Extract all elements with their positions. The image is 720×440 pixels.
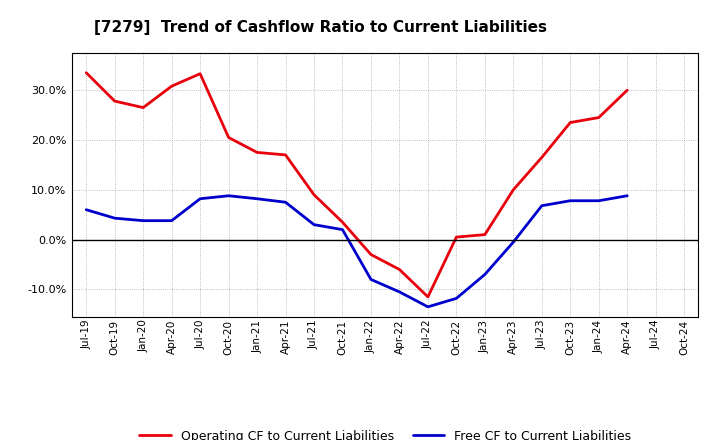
Free CF to Current Liabilities — [139, 218, 148, 224]
Text: [7279]  Trend of Cashflow Ratio to Current Liabilities: [7279] Trend of Cashflow Ratio to Curren… — [94, 20, 546, 35]
Free CF to Current Liabilities — [509, 239, 518, 245]
Operating CF to Current Liabilities — [139, 105, 148, 110]
Free CF to Current Liabilities — [310, 222, 318, 227]
Free CF to Current Liabilities — [366, 277, 375, 282]
Free CF to Current Liabilities — [253, 196, 261, 202]
Free CF to Current Liabilities — [196, 196, 204, 202]
Operating CF to Current Liabilities — [395, 267, 404, 272]
Operating CF to Current Liabilities — [366, 252, 375, 257]
Operating CF to Current Liabilities — [225, 135, 233, 140]
Free CF to Current Liabilities — [452, 296, 461, 301]
Operating CF to Current Liabilities — [537, 155, 546, 160]
Free CF to Current Liabilities — [480, 272, 489, 277]
Operating CF to Current Liabilities — [82, 70, 91, 75]
Operating CF to Current Liabilities — [566, 120, 575, 125]
Operating CF to Current Liabilities — [480, 232, 489, 237]
Free CF to Current Liabilities — [537, 203, 546, 209]
Operating CF to Current Liabilities — [196, 71, 204, 77]
Free CF to Current Liabilities — [623, 193, 631, 198]
Operating CF to Current Liabilities — [282, 152, 290, 158]
Free CF to Current Liabilities — [423, 304, 432, 309]
Operating CF to Current Liabilities — [509, 187, 518, 192]
Operating CF to Current Liabilities — [595, 115, 603, 120]
Legend: Operating CF to Current Liabilities, Free CF to Current Liabilities: Operating CF to Current Liabilities, Fre… — [135, 425, 636, 440]
Operating CF to Current Liabilities — [167, 84, 176, 89]
Free CF to Current Liabilities — [82, 207, 91, 213]
Operating CF to Current Liabilities — [623, 88, 631, 93]
Free CF to Current Liabilities — [167, 218, 176, 224]
Operating CF to Current Liabilities — [310, 192, 318, 198]
Operating CF to Current Liabilities — [452, 235, 461, 240]
Operating CF to Current Liabilities — [423, 294, 432, 300]
Operating CF to Current Liabilities — [253, 150, 261, 155]
Operating CF to Current Liabilities — [110, 99, 119, 104]
Free CF to Current Liabilities — [338, 227, 347, 232]
Free CF to Current Liabilities — [225, 193, 233, 198]
Free CF to Current Liabilities — [395, 289, 404, 294]
Line: Operating CF to Current Liabilities: Operating CF to Current Liabilities — [86, 73, 627, 297]
Free CF to Current Liabilities — [282, 200, 290, 205]
Free CF to Current Liabilities — [595, 198, 603, 203]
Line: Free CF to Current Liabilities: Free CF to Current Liabilities — [86, 196, 627, 307]
Free CF to Current Liabilities — [110, 216, 119, 221]
Free CF to Current Liabilities — [566, 198, 575, 203]
Operating CF to Current Liabilities — [338, 220, 347, 225]
